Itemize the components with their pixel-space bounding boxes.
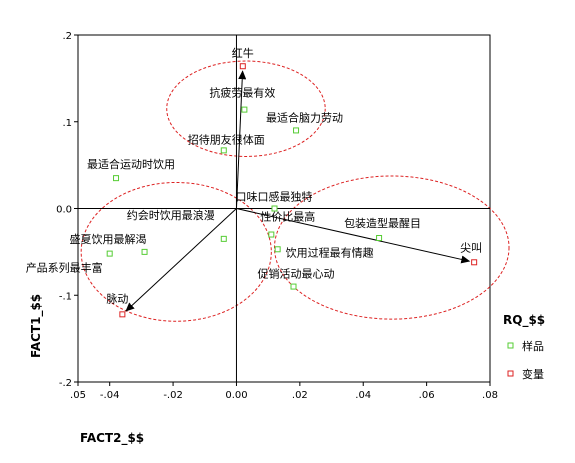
- data-points: [106, 63, 478, 318]
- y-tick-label: .1: [62, 118, 72, 129]
- sample-point-5: [271, 205, 278, 212]
- variable-point-2: [471, 259, 478, 266]
- arrow-尖叫: [236, 208, 471, 264]
- y-tick-label: -.2: [59, 378, 72, 389]
- sample-point-12: [290, 283, 297, 290]
- x-tick-label: -.02: [163, 390, 183, 401]
- x-tick-label: .05: [70, 390, 86, 401]
- point-label: 约会时饮用最浪漫: [127, 208, 215, 222]
- x-tick-label: .06: [419, 390, 435, 401]
- sample-point-10: [106, 250, 113, 257]
- vector-arrows: [125, 70, 471, 312]
- variable-point-3: [119, 311, 126, 318]
- x-tick-label: -.04: [100, 390, 120, 401]
- sample-point-11: [274, 246, 281, 253]
- x-tick-label: .08: [482, 390, 498, 401]
- point-label: 脉动: [106, 291, 128, 305]
- sample-point-4: [113, 175, 120, 182]
- sample-point-6: [220, 235, 227, 242]
- cluster-circle-1: [166, 60, 326, 157]
- cluster-circle-3: [273, 175, 510, 320]
- x-tick-label: 0.00: [225, 390, 247, 401]
- x-axis-title: FACT2_$$: [80, 431, 144, 446]
- point-label: 抗疲劳最有效: [209, 86, 275, 100]
- cluster-circles: [80, 60, 510, 322]
- point-labels: 抗疲劳最有效最适合脑力劳动招待朋友很体面最适合运动时饮用口味口感最独特约会时饮用…: [26, 46, 482, 305]
- y-tick-label: .2: [62, 31, 72, 42]
- y-tick-label: -.1: [59, 291, 72, 302]
- legend-label: 样品: [522, 339, 544, 353]
- sample-point-7: [268, 231, 275, 238]
- point-label: 性价比最高: [260, 210, 315, 224]
- point-label: 招待朋友很体面: [188, 132, 265, 146]
- point-label: 最适合脑力劳动: [266, 110, 343, 124]
- point-label: 促销活动最心动: [258, 267, 335, 281]
- point-label: 包装造型最醒目: [344, 216, 421, 230]
- legend-marker: [507, 342, 514, 349]
- point-label: 产品系列最丰富: [26, 261, 103, 275]
- cluster-circle-2: [80, 181, 272, 322]
- y-axis-title: FACT1_$$: [29, 294, 44, 358]
- arrow-红牛: [235, 70, 247, 209]
- point-label: 红牛: [232, 46, 254, 60]
- sample-point-9: [141, 248, 148, 255]
- legend-label: 变量: [522, 367, 544, 381]
- y-tick-label: 0.0: [56, 205, 72, 216]
- x-tick-label: .04: [355, 390, 371, 401]
- point-label: 尖叫: [460, 241, 482, 254]
- variable-point-1: [239, 63, 246, 70]
- point-label: 口味口感最独特: [235, 190, 312, 204]
- sample-point-2: [293, 127, 300, 134]
- point-label: 最适合运动时饮用: [87, 157, 175, 171]
- sample-point-3: [220, 147, 227, 154]
- sample-point-8: [376, 234, 383, 241]
- legend-title: RQ_$$: [503, 313, 545, 328]
- sample-point-1: [241, 106, 248, 113]
- point-label: 盛夏饮用最解渴: [70, 232, 147, 246]
- axis-ticks: .05 -.04 -.02 0.00 .02 .04 .06 .08 .2 .1 0.0 -.1 -.2: [56, 31, 498, 401]
- point-label: 饮用过程最有情趣: [286, 245, 374, 259]
- arrow-脉动: [125, 208, 237, 312]
- x-tick-label: .02: [292, 390, 308, 401]
- legend-marker: [507, 370, 514, 377]
